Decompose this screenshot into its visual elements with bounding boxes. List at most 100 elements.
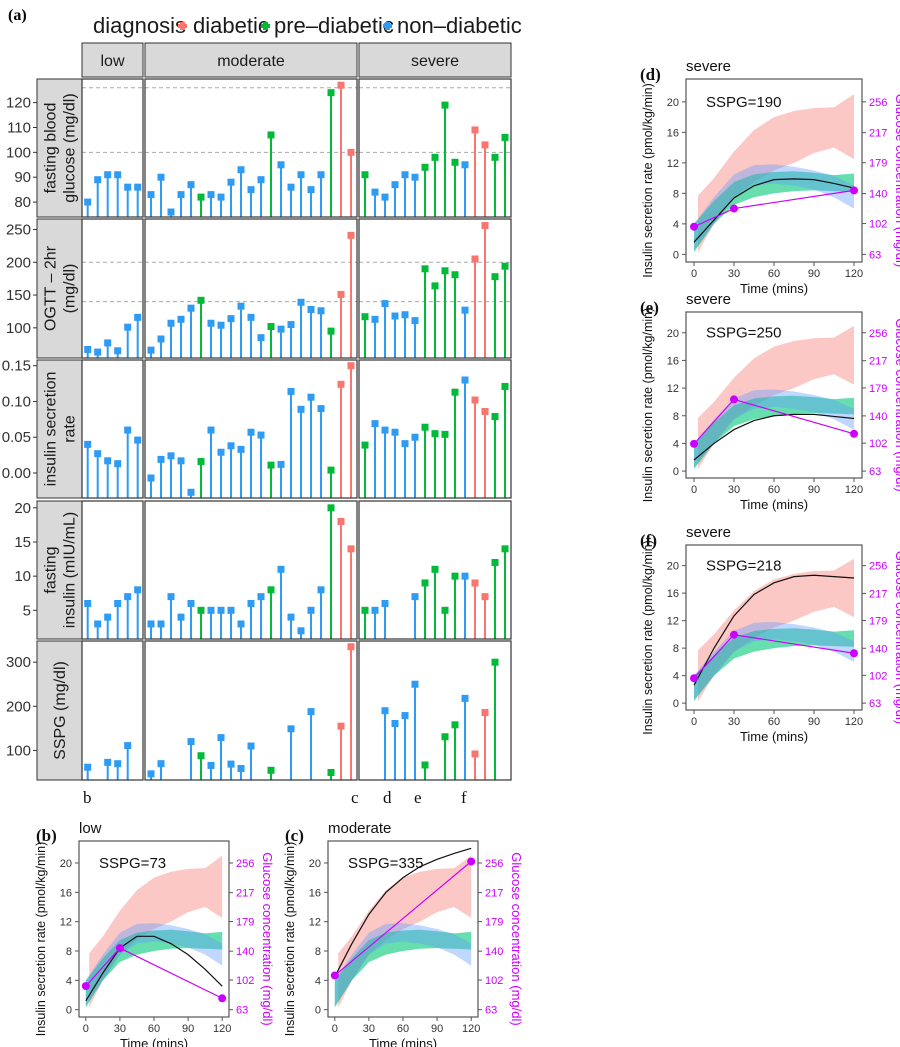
lollipop-point [491,412,499,420]
row-strip-label: glucose (mg/dl) [62,93,79,202]
lollipop-point [147,620,155,628]
lollipop-point [431,565,439,573]
panel-title: moderate [328,820,391,837]
lollipop-point [337,290,345,298]
lollipop-point [381,599,389,607]
glucose-point [690,439,698,448]
panel-low [81,218,144,359]
lollipop-point [197,296,205,304]
panel-label-c: (c) [285,826,304,845]
lollipop-point [217,606,225,614]
x-tick-label: 120 [845,716,863,728]
x-tick-label: 90 [808,268,820,280]
lollipop-point [347,362,355,370]
lollipop-point [297,405,305,413]
panel-bg [82,219,143,358]
lollipop-point [411,433,419,441]
y-tick-label: 4 [673,671,679,683]
y2-tick-label: 256 [869,97,887,109]
lollipop-point [461,572,469,580]
lollipop-point [441,733,449,741]
panel-low [81,359,144,499]
lollipop-point [207,426,215,434]
y-tick-label: 150 [6,287,31,304]
y2-axis-label: Glucose concentration (mg/dl) [893,551,900,724]
lollipop-point [297,627,305,635]
lollipop-point [287,183,295,191]
lollipop-point [114,171,122,179]
lollipop-point [401,311,409,319]
lollipop-point [177,457,185,465]
lollipop-point [177,315,185,323]
lollipop-point [391,428,399,436]
lollipop-point [237,765,245,773]
band-diabetic [698,558,854,702]
band-non-diabetic [334,923,472,1006]
legend-label: pre–diabetic [274,13,394,38]
lollipop-point [491,658,499,666]
lollipop-point [471,255,479,263]
glucose-point [850,649,858,658]
panel-title: severe [686,291,731,308]
row-strip: OGTT – 2hr (mg/dl) [36,218,83,359]
lollipop-point [114,760,122,768]
legend-key [263,22,268,30]
x-axis-label: Time (mins) [740,497,808,512]
glucose-point [330,971,339,980]
row-strip-label: OGTT – 2hr [43,245,60,331]
panel-border [358,78,512,218]
lollipop-point [371,315,379,323]
y-tick-label: 0 [673,698,679,710]
lollipop-point [247,428,255,436]
panel-border [81,500,144,640]
lollipop-point [227,606,235,614]
lollipop-point [307,393,315,401]
panel-border [358,640,512,781]
row-strip-label: insulin secretion [43,372,60,487]
lollipop-point [381,300,389,308]
plot-bg [328,841,478,1017]
lollipop-point [187,599,195,607]
panel-title: severe [686,58,731,75]
glucose-point [730,630,738,639]
lollipop-point [134,436,142,444]
y-tick-label: 0.15 [2,358,31,375]
lollipop-point [257,593,265,601]
y-tick-label: 0.00 [2,465,31,482]
lollipop-point [167,319,175,327]
glucose-line [334,861,472,976]
y-tick-label: 4 [673,438,679,450]
lollipop-point [157,620,165,628]
insulin-secretion-line [334,847,472,977]
lollipop-point [257,176,265,184]
subject-marker-b: b [83,788,92,807]
panel-low [81,78,144,218]
y-tick-label: 250 [6,221,31,238]
x-tick-label: 30 [728,484,740,496]
band-pre-diabetic [694,395,854,470]
panel-label-f: (f) [640,531,657,550]
lollipop-facet-chart: low moderate severe fasting blood glucose (m… [2,42,512,807]
lollipop-point [361,171,369,179]
plot-bg [686,545,862,710]
y-tick-label: 100 [6,742,31,759]
y-tick-label: 8 [673,643,679,655]
y-tick-label: 16 [309,887,321,899]
y2-tick-label: 217 [869,128,887,140]
panel-label-e: (e) [640,298,659,317]
lollipop-point [471,750,479,758]
row-strip-label: fasting blood [43,103,60,194]
y-tick-label: 0.05 [2,429,31,446]
lollipop-point [451,721,459,729]
lollipop-point [451,158,459,166]
y-tick-label: 5 [23,602,31,619]
y2-tick-label: 102 [869,438,887,450]
lollipop-point [104,457,112,465]
lollipop-point [371,188,379,196]
x-axis-label: Time (mins) [120,1036,188,1047]
lollipop-point [217,321,225,329]
lollipop-point [361,606,369,614]
glucose-point [115,944,124,953]
x-tick-label: 0 [691,716,697,728]
row-strip-label: rate [62,415,79,443]
